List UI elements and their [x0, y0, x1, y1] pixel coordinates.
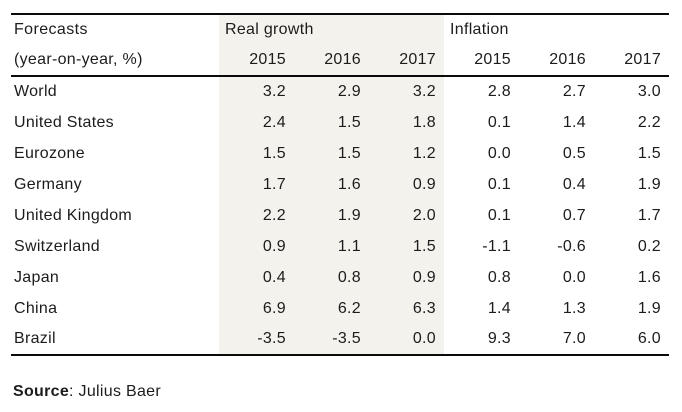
table-cell: 0.5 [562, 144, 586, 162]
row-label: China [14, 299, 58, 317]
table-cell: 1.6 [294, 169, 369, 200]
table-cell: 6.2 [294, 293, 369, 324]
table-title: Forecasts [14, 21, 88, 38]
table-row: Eurozone 1.5 1.5 1.2 0.0 0.5 1.5 [11, 138, 669, 169]
row-label: Japan [14, 268, 60, 286]
table-cell: 0.9 [369, 262, 444, 293]
table-cell: 1.6 [637, 268, 662, 286]
year-header: 2017 [624, 51, 662, 68]
table-cell: 0.1 [487, 175, 511, 193]
table-cell: 1.4 [487, 299, 511, 317]
row-label: United States [14, 113, 114, 131]
table-cell: 1.5 [219, 138, 294, 169]
table-cell: 1.5 [294, 107, 369, 138]
table-row: World 3.2 2.9 3.2 2.8 2.7 3.0 [11, 76, 669, 107]
table-subtitle: (year-on-year, %) [14, 51, 143, 68]
table-cell: 1.9 [637, 175, 662, 193]
source-label: Source [13, 383, 70, 400]
table-cell: 1.7 [637, 206, 662, 224]
table-cell: 1.9 [294, 200, 369, 231]
table-cell: 1.8 [369, 107, 444, 138]
table-cell: 0.7 [562, 206, 586, 224]
table-cell: 3.2 [369, 76, 444, 107]
table-cell: 6.3 [369, 293, 444, 324]
row-label: World [14, 83, 57, 100]
table-row: Switzerland 0.9 1.1 1.5 -1.1 -0.6 0.2 [11, 231, 669, 262]
table-row: Germany 1.7 1.6 0.9 0.1 0.4 1.9 [11, 169, 669, 200]
table-cell: 0.1 [487, 113, 511, 131]
year-header: 2016 [294, 45, 369, 76]
table-cell: 1.9 [637, 299, 662, 317]
year-header: 2015 [219, 45, 294, 76]
table-cell: 1.3 [562, 299, 586, 317]
table-cell: 3.2 [219, 76, 294, 107]
row-label: Eurozone [14, 144, 85, 162]
table-cell: -0.6 [557, 237, 586, 255]
table-row: United States 2.4 1.5 1.8 0.1 1.4 2.2 [11, 107, 669, 138]
table-cell: 0.4 [219, 262, 294, 293]
year-header: 2017 [369, 45, 444, 76]
table-cell: 0.1 [487, 206, 511, 224]
group-header-row: Forecasts Real growth Inflation [11, 14, 669, 45]
table-cell: 0.0 [487, 144, 511, 162]
table-cell: -3.5 [294, 324, 369, 355]
table-cell: 1.7 [219, 169, 294, 200]
year-header: 2015 [474, 51, 511, 68]
table-cell: 0.4 [562, 175, 586, 193]
table-header: Forecasts Real growth Inflation (year-on… [11, 14, 670, 76]
table-cell: -1.1 [482, 237, 511, 255]
table-cell: 1.5 [369, 231, 444, 262]
group-label-inflation: Inflation [450, 21, 509, 38]
table-row: China 6.9 6.2 6.3 1.4 1.3 1.9 [11, 293, 669, 324]
row-label: Switzerland [14, 237, 101, 255]
table-cell: 9.3 [487, 330, 511, 347]
table-cell: 0.0 [562, 268, 586, 286]
table-cell: 3.0 [637, 83, 662, 100]
year-header: 2016 [549, 51, 586, 68]
table-body: World 3.2 2.9 3.2 2.8 2.7 3.0 United Sta… [11, 76, 669, 355]
table-cell: 1.1 [294, 231, 369, 262]
table-cell: 0.9 [219, 231, 294, 262]
table-cell: 2.4 [219, 107, 294, 138]
row-label: United Kingdom [14, 206, 133, 224]
table-row: United Kingdom 2.2 1.9 2.0 0.1 0.7 1.7 [11, 200, 669, 231]
table-cell: 0.0 [369, 324, 444, 355]
table-cell: 0.8 [487, 268, 511, 286]
table-cell: 6.0 [637, 330, 662, 347]
year-header-row: (year-on-year, %) 2015 2016 2017 2015 20… [11, 45, 669, 76]
table-cell: 2.9 [294, 76, 369, 107]
row-label: Germany [14, 175, 82, 193]
table-cell: 1.4 [562, 113, 586, 131]
table-cell: 1.5 [637, 144, 662, 162]
table-cell: 7.0 [562, 330, 586, 347]
table-row: Japan 0.4 0.8 0.9 0.8 0.0 1.6 [11, 262, 669, 293]
source-value: : Julius Baer [69, 383, 161, 400]
table-cell: 2.0 [369, 200, 444, 231]
table-cell: 1.5 [294, 138, 369, 169]
table-cell: 2.8 [487, 83, 511, 100]
forecasts-table: Forecasts Real growth Inflation (year-on… [11, 13, 670, 356]
source-note: Source: Julius Baer [13, 383, 161, 401]
table-cell: 0.2 [637, 237, 662, 255]
table-cell: 2.2 [219, 200, 294, 231]
row-label: Brazil [14, 330, 56, 347]
table-cell: 6.9 [219, 293, 294, 324]
table-row: Brazil -3.5 -3.5 0.0 9.3 7.0 6.0 [11, 324, 669, 355]
table-cell: 0.9 [369, 169, 444, 200]
table-cell: 1.2 [369, 138, 444, 169]
group-label-real-growth: Real growth [219, 14, 444, 45]
table-cell: -3.5 [219, 324, 294, 355]
table-cell: 2.2 [637, 113, 662, 131]
table-cell: 2.7 [562, 83, 586, 100]
table-cell: 0.8 [294, 262, 369, 293]
